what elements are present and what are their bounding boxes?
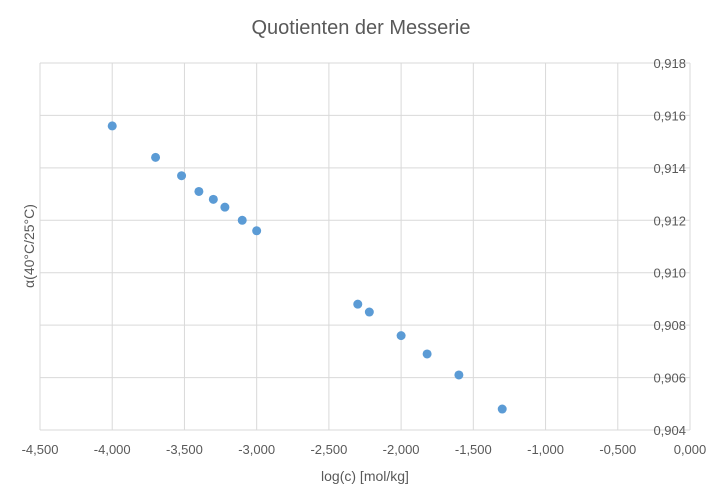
data-point	[151, 152, 161, 162]
data-point	[353, 299, 363, 309]
data-point	[177, 171, 187, 181]
x-tick-label: -2,000	[383, 442, 420, 457]
y-tick-label: 0,908	[653, 318, 686, 333]
data-points	[107, 121, 507, 414]
data-point	[220, 202, 230, 212]
x-tick-label: -1,000	[527, 442, 564, 457]
data-point	[194, 186, 204, 196]
data-point	[364, 307, 374, 317]
data-point	[237, 215, 247, 225]
y-tick-label: 0,906	[653, 371, 686, 386]
x-tick-label: -0,500	[599, 442, 636, 457]
x-tick-label: -1,500	[455, 442, 492, 457]
x-tick-label: 0,000	[674, 442, 707, 457]
x-tick-label: -4,000	[94, 442, 131, 457]
x-tick-label: -2,500	[310, 442, 347, 457]
chart-title: Quotienten der Messerie	[251, 17, 470, 39]
data-point	[396, 331, 406, 341]
data-point	[252, 226, 262, 236]
data-point	[454, 370, 464, 380]
y-tick-label: 0,910	[653, 266, 686, 281]
x-tick-label: -3,500	[166, 442, 203, 457]
y-tick-label: 0,918	[653, 56, 686, 71]
y-tick-label: 0,914	[653, 161, 686, 176]
x-tick-label: -3,000	[238, 442, 275, 457]
x-axis-label: log(c) [mol/kg]	[321, 468, 409, 484]
x-tick-label: -4,500	[22, 442, 59, 457]
y-tick-label: 0,904	[653, 423, 686, 438]
y-tick-label: 0,912	[653, 213, 686, 228]
data-point	[497, 404, 507, 414]
data-point	[208, 194, 218, 204]
grid-lines	[39, 62, 691, 431]
y-axis-label: α(40°C/25°C)	[21, 204, 37, 288]
data-point	[422, 349, 432, 359]
data-point	[107, 121, 117, 131]
y-tick-label: 0,916	[653, 108, 686, 123]
tick-labels: -4,500 -4,000 -3,500 -3,000 -2,500 -2,000 -1,5…	[22, 56, 707, 457]
